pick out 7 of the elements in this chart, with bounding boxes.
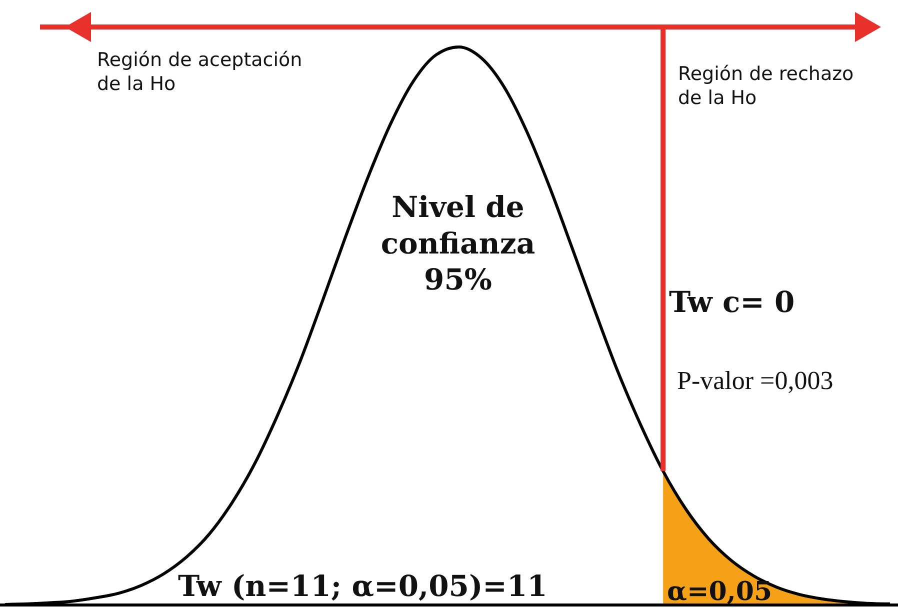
annotation: α=0,05: [667, 577, 772, 607]
annotation: Nivel de confianza 95%: [380, 190, 536, 296]
annotation: Región de aceptación de la Ho: [97, 49, 302, 95]
annotation: Región de rechazo de la Ho: [678, 63, 854, 109]
annotation: P-valor =0,003: [677, 366, 834, 395]
annotation: Tw (n=11; α=0,05)=11: [178, 569, 548, 603]
annotation: Tw c= 0: [669, 285, 795, 319]
